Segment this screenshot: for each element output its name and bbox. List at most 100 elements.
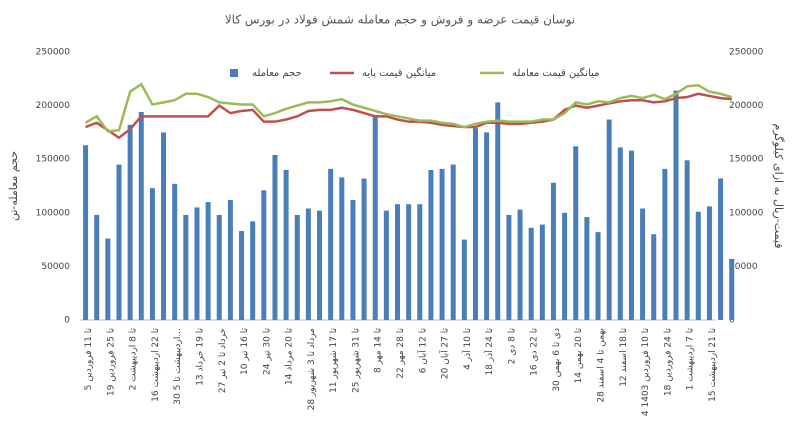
x-tick-label: 15 تا 21 اردیبهشت	[708, 328, 718, 402]
bar	[317, 210, 323, 320]
bar	[673, 90, 679, 320]
x-tick-label: 24 تا 30 تیر	[262, 328, 272, 375]
bar	[216, 214, 222, 320]
y-tick-label: 150000	[36, 155, 71, 165]
bar	[695, 211, 701, 320]
bar	[395, 204, 400, 320]
bar	[417, 204, 423, 320]
bar	[283, 169, 289, 320]
y2-tick-label: 200000	[729, 101, 764, 111]
bar	[194, 207, 200, 320]
bar	[105, 238, 111, 320]
bar	[506, 214, 512, 320]
bar	[718, 178, 724, 320]
x-tick-label: 11 تا 17 شهریور	[329, 328, 339, 393]
x-tick-label: 4 تا 10 آذر	[461, 328, 473, 370]
bar	[183, 214, 189, 320]
x-tick-label: 30 اردیبهشت تا 5...	[173, 328, 183, 405]
bar	[684, 160, 690, 320]
bar	[640, 208, 646, 320]
x-tick-label: 6 تا 12 آبان	[416, 328, 428, 374]
bar	[617, 147, 623, 320]
x-tick-label: 19 تا 25 فروردین	[106, 328, 116, 397]
bar	[172, 183, 178, 320]
line	[85, 92, 732, 140]
bar	[539, 224, 545, 320]
bar	[161, 132, 167, 320]
x-tick-label: 16 تا 22 اردیبهشت	[151, 328, 161, 402]
bar	[662, 168, 668, 320]
bar	[484, 132, 490, 320]
x-tick-label: 25 تا 31 شهریور	[351, 328, 361, 393]
y-tick-label: 200000	[36, 101, 71, 111]
y-tick-label: 50000	[41, 262, 70, 272]
x-tick-label: 14 تا 20 مرداد	[285, 328, 295, 386]
x-tick-label: 8 تا 14 مهر	[374, 328, 384, 373]
bar	[651, 234, 657, 320]
bar	[706, 206, 712, 320]
bar	[383, 210, 389, 320]
x-tick-label: 28 بهمن تا 4 اسفند	[597, 328, 607, 403]
x-tick-label: 18 تا 24 آذر	[483, 328, 495, 376]
x-tick-label: 1 تا 7 اردیبهشت	[686, 328, 696, 391]
bar	[439, 168, 445, 320]
y-tick-label: 100000	[36, 208, 71, 218]
bar	[339, 177, 345, 320]
y-tick-label: 0	[64, 316, 70, 326]
x-tick-label: 16 تا 22 دی	[530, 328, 540, 376]
bar	[595, 232, 601, 320]
y2-axis-title: قیمت-ریال به ازای کیلوگرم	[772, 124, 785, 249]
bar	[450, 164, 456, 320]
x-tick-label: 28 مرداد تا 3 شهریور	[307, 328, 317, 411]
x-tick-label: 27 خرداد تا 2 تیر	[218, 328, 228, 393]
bar	[406, 204, 412, 320]
x-tick-label: 12 تا 18 اسفند	[619, 328, 629, 387]
bar	[495, 102, 501, 320]
bar	[305, 208, 311, 320]
bar	[239, 231, 245, 320]
bar	[528, 227, 534, 320]
bar	[83, 145, 89, 320]
bar	[361, 178, 367, 320]
x-tick-label: 20 تا 27 آبان	[439, 328, 451, 380]
x-tick-label: 30 دی تا 6 بهمن	[552, 328, 562, 392]
bar	[562, 212, 568, 320]
bar	[550, 182, 556, 320]
y-tick-label: 250000	[36, 48, 71, 58]
y2-tick-label: 50000	[729, 262, 758, 272]
x-tick-label: 10 تا 16 تیر	[240, 328, 250, 375]
x-tick-label: 13 تا 19 خرداد	[195, 328, 205, 386]
bar	[472, 128, 478, 320]
bar	[328, 168, 334, 320]
bar	[372, 115, 378, 320]
bar	[350, 199, 356, 320]
line	[84, 82, 733, 133]
bar	[138, 112, 144, 320]
bar	[127, 124, 133, 321]
bar	[606, 119, 612, 320]
bar	[205, 202, 211, 320]
bar	[227, 199, 233, 320]
bar	[729, 258, 735, 320]
x-tick-label: 4 تا 10 فروردین 1403	[641, 328, 651, 417]
bar	[461, 239, 467, 320]
bar	[250, 221, 256, 320]
y2-tick-label: 250000	[729, 48, 764, 58]
legend-swatch	[230, 69, 238, 77]
x-tick-label: 22 تا 28 مهر	[396, 328, 406, 379]
y2-tick-label: 150000	[729, 155, 764, 165]
x-tick-label: 2 تا 8 دی	[507, 328, 517, 365]
y2-tick-label: 100000	[729, 208, 764, 218]
bar	[294, 214, 300, 320]
bar	[116, 164, 122, 320]
x-tick-label: 2 تا 8 اردیبهشت	[129, 328, 139, 391]
bar	[573, 146, 579, 320]
legend-label: حجم معامله	[252, 68, 302, 79]
bar	[149, 188, 155, 320]
chart-title: نوسان قیمت عرضه و فروش و حجم معامله شمش …	[225, 13, 575, 28]
bar	[261, 190, 267, 320]
bar	[517, 209, 523, 320]
y2-tick-label: 0	[729, 316, 735, 326]
x-tick-label: 18 تا 24 فروردین	[663, 328, 673, 397]
